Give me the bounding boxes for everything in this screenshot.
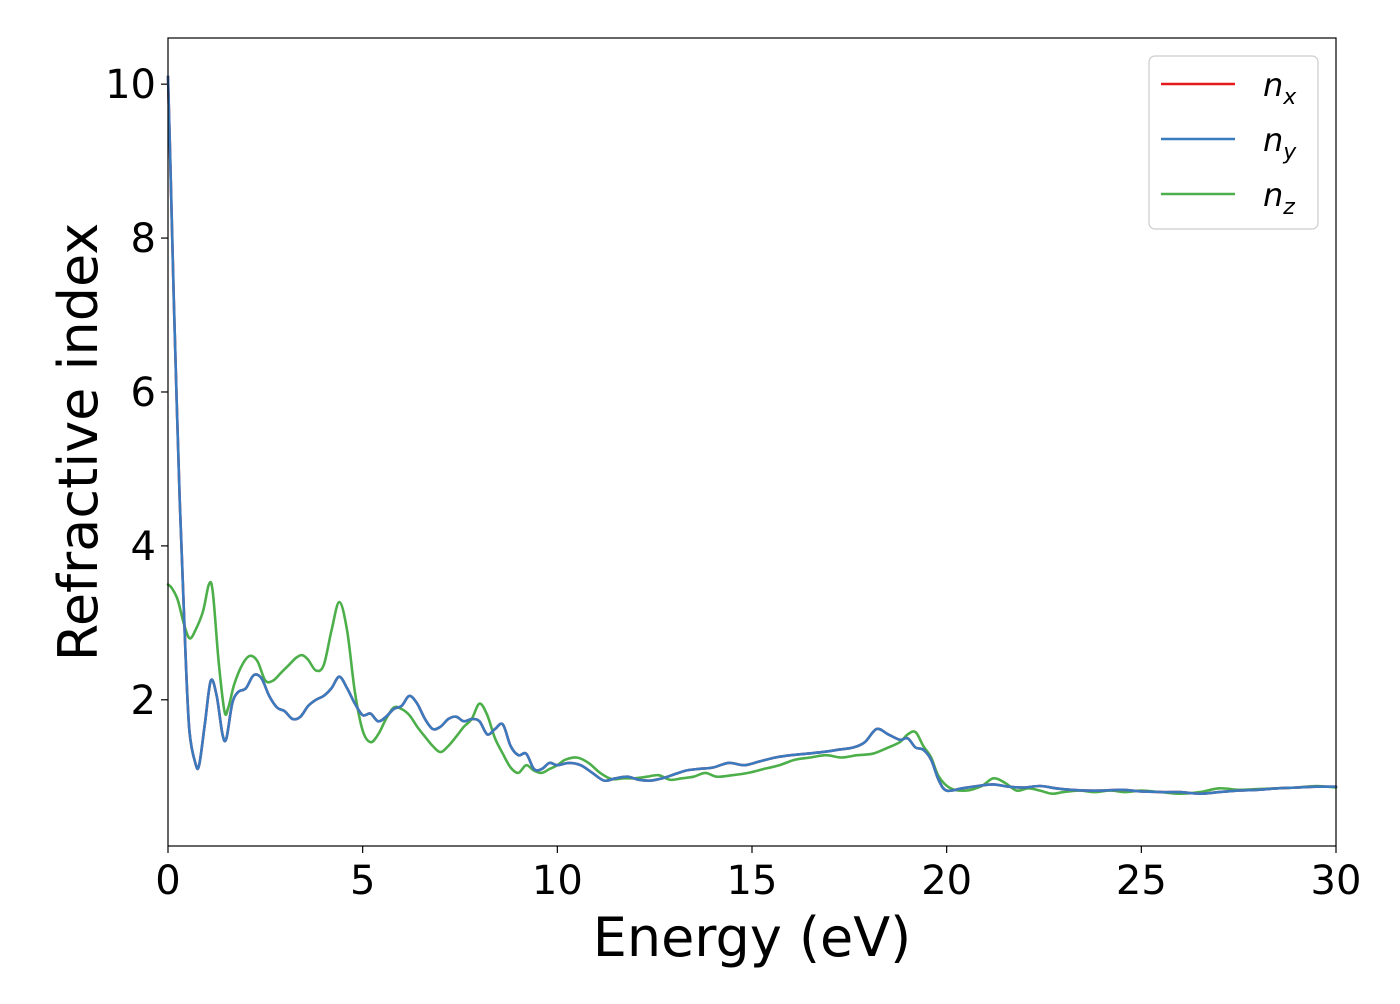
y-axis-label: Refractive index (47, 223, 110, 662)
plot-frame (167, 37, 1337, 847)
y-tick-label: 10 (105, 62, 156, 108)
legend-box (1148, 55, 1319, 230)
legend-label-ny: ny (1263, 121, 1297, 165)
legend-label-subscript: z (1282, 195, 1295, 220)
x-tick-label: 25 (1116, 858, 1167, 904)
x-tick-label: 0 (155, 858, 180, 904)
y-tick-label: 8 (131, 216, 156, 262)
legend-label-base: n (1263, 121, 1283, 159)
series-line-ny (166, 75, 1338, 795)
legend-label-subscript: x (1282, 85, 1297, 110)
series-layer (166, 75, 1338, 796)
y-tick-label: 2 (131, 678, 156, 724)
y-tick-label: 6 (131, 370, 156, 416)
legend-label-base: n (1263, 66, 1283, 104)
legend-label-subscript: y (1282, 140, 1297, 165)
legend-label-base: n (1263, 176, 1283, 214)
x-tick-label: 15 (727, 858, 778, 904)
series-line-nz (166, 580, 1338, 796)
x-tick-label: 10 (532, 858, 583, 904)
legend-label-nx: nx (1263, 66, 1297, 110)
x-tick-label: 20 (921, 858, 972, 904)
y-tick-label: 4 (131, 524, 156, 570)
x-tick-label: 5 (350, 858, 375, 904)
x-axis-label: Energy (eV) (593, 906, 912, 969)
legend-label-nz: nz (1263, 176, 1295, 220)
x-tick-label: 30 (1311, 858, 1362, 904)
ticks-layer: 0 5 10 15 20 25 30 2 4 6 8 10 (105, 62, 1361, 904)
